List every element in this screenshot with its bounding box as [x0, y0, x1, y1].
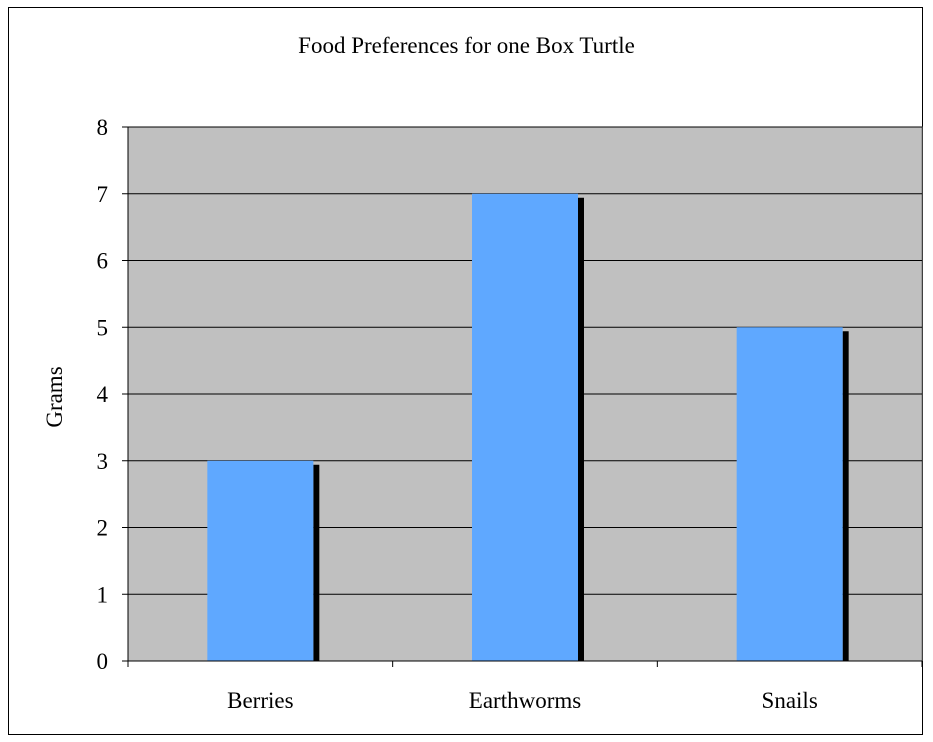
y-tick-label: 2: [97, 516, 109, 541]
bar-berries: [207, 460, 314, 661]
y-tick-label: 4: [97, 382, 109, 407]
chart-title: Food Preferences for one Box Turtle: [298, 33, 635, 58]
x-category-label: Snails: [762, 688, 818, 713]
x-ticks: Berries Earthworms Snails: [127, 661, 923, 713]
y-tick-label: 8: [97, 115, 109, 140]
y-tick-label: 7: [97, 182, 109, 207]
y-tick-label: 0: [97, 649, 109, 674]
y-tick-label: 6: [97, 249, 109, 274]
x-category-label: Berries: [227, 688, 293, 713]
y-axis-title: Grams: [42, 366, 67, 427]
bar-shadow: [842, 331, 849, 661]
x-category-label: Earthworms: [469, 688, 581, 713]
bars: [207, 193, 849, 661]
y-ticks: 0 1 2 3 4 5 6 7 8: [97, 115, 128, 674]
y-tick-label: 1: [97, 582, 109, 607]
y-tick-label: 5: [97, 315, 109, 340]
bar-snails: [736, 327, 843, 661]
y-tick-label: 3: [97, 449, 109, 474]
bar-earthworms: [472, 193, 578, 661]
bar-shadow: [313, 464, 320, 661]
bar-shadow: [578, 197, 584, 661]
